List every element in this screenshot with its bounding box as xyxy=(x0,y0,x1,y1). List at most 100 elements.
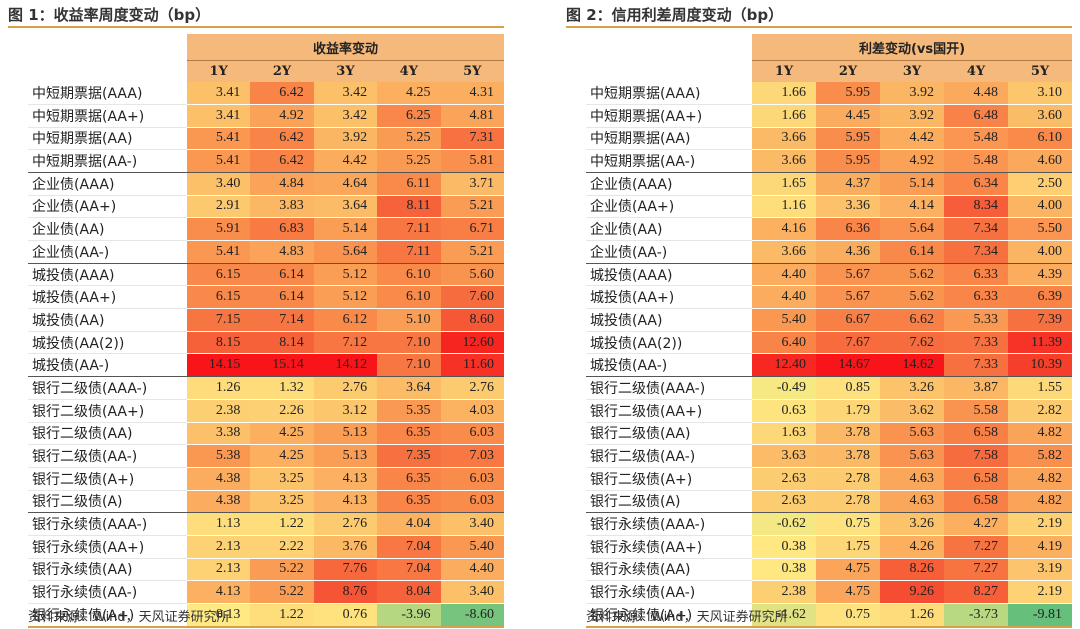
value-cell: 3.66 xyxy=(752,149,816,173)
value-cell: 6.10 xyxy=(1008,127,1072,151)
value-cell: 5.41 xyxy=(186,149,251,173)
figure-2-panel: 图 2：信用利差周度变动（bp） 利差变动(vs国开) 1Y 2Y 3Y 4Y … xyxy=(566,0,1072,629)
value-cell: 5.41 xyxy=(186,240,251,264)
row-label: 银行永续债(AA) xyxy=(28,558,187,582)
value-cell: 2.76 xyxy=(313,376,378,400)
figure-2-title: 图 2：信用利差周度变动（bp） xyxy=(566,2,1072,28)
row-label: 银行二级债(A) xyxy=(28,490,187,514)
table-row: 银行永续债(AA+) 2.13 2.22 3.76 7.04 5.40 xyxy=(28,535,504,559)
table-row: 银行永续债(AAA-) -0.62 0.75 3.26 4.27 2.19 xyxy=(586,512,1072,536)
value-cell: 5.22 xyxy=(250,558,314,582)
value-cell: 3.66 xyxy=(752,127,816,151)
value-cell: 3.25 xyxy=(250,467,314,491)
value-cell: 7.10 xyxy=(377,353,441,378)
value-cell: 4.42 xyxy=(880,127,944,151)
row-label: 城投债(AA+) xyxy=(28,285,187,310)
table-row: 银行永续债(AA-) 2.38 4.75 9.26 8.27 2.19 xyxy=(586,580,1072,604)
value-cell: 2.26 xyxy=(250,399,314,423)
value-cell: 5.95 xyxy=(816,82,880,105)
value-cell: 4.75 xyxy=(816,558,880,582)
row-label: 银行永续债(AA) xyxy=(586,558,752,582)
value-cell: 5.95 xyxy=(816,149,880,173)
value-cell: 5.63 xyxy=(880,444,944,468)
value-cell: 6.35 xyxy=(377,422,441,446)
value-cell: 5.13 xyxy=(313,422,378,446)
table-row: 银行永续债(A+) 0.13 1.22 0.76 -3.96 -8.60 xyxy=(28,603,504,628)
table-row: 企业债(AAA) 3.40 4.84 4.64 6.11 3.71 xyxy=(28,172,504,196)
value-cell: 7.11 xyxy=(377,240,441,264)
value-cell: 12.60 xyxy=(440,331,504,355)
column-header: 1Y xyxy=(752,60,816,83)
value-cell: 5.48 xyxy=(944,149,1008,173)
value-cell: -8.60 xyxy=(440,603,504,628)
value-cell: 4.82 xyxy=(1008,490,1072,514)
value-cell: 3.60 xyxy=(1008,104,1072,128)
value-cell: 4.63 xyxy=(880,467,944,491)
value-cell: 6.42 xyxy=(250,127,314,151)
row-label: 城投债(AA) xyxy=(28,308,187,332)
value-cell: 1.66 xyxy=(752,104,816,128)
value-cell: 12.40 xyxy=(752,353,816,378)
value-cell: 6.03 xyxy=(440,422,504,446)
value-cell: 0.75 xyxy=(816,512,880,536)
row-label: 中短期票据(AA+) xyxy=(28,104,187,128)
value-cell: 3.64 xyxy=(313,195,378,219)
value-cell: 8.34 xyxy=(944,195,1008,219)
table-row: 银行二级债(AAA-) -0.49 0.85 3.26 3.87 1.55 xyxy=(586,376,1072,400)
table-row: 中短期票据(AA+) 3.41 4.92 3.42 6.25 4.81 xyxy=(28,104,504,128)
row-label: 城投债(AA(2)) xyxy=(28,331,187,355)
table-row: 企业债(AA-) 3.66 4.36 6.14 7.34 4.00 xyxy=(586,240,1072,264)
value-cell: 3.41 xyxy=(186,104,251,128)
value-cell: 2.63 xyxy=(752,467,816,491)
value-cell: 3.92 xyxy=(313,127,378,151)
value-cell: 3.40 xyxy=(440,580,504,604)
value-cell: 6.48 xyxy=(944,104,1008,128)
value-cell: 4.92 xyxy=(250,104,314,128)
row-label: 中短期票据(AA) xyxy=(28,127,187,151)
row-label: 银行二级债(AA+) xyxy=(586,399,752,423)
table-row: 城投债(AAA) 4.40 5.67 5.62 6.33 4.39 xyxy=(586,263,1072,287)
value-cell: 4.83 xyxy=(250,240,314,264)
value-cell: 6.71 xyxy=(440,217,504,241)
value-cell: 5.62 xyxy=(880,285,944,310)
value-cell: 1.13 xyxy=(186,512,251,536)
value-cell: 8.76 xyxy=(313,580,378,604)
value-cell: 7.04 xyxy=(377,558,441,582)
table-row: 城投债(AAA) 6.15 6.14 5.12 6.10 5.60 xyxy=(28,263,504,287)
value-cell: 4.13 xyxy=(313,467,378,491)
value-cell: 7.11 xyxy=(377,217,441,241)
value-cell: 0.13 xyxy=(186,603,251,628)
value-cell: 5.64 xyxy=(313,240,378,264)
table-row: 银行二级债(AA) 3.38 4.25 5.13 6.35 6.03 xyxy=(28,422,504,446)
value-cell: 3.71 xyxy=(440,172,504,196)
value-cell: 2.50 xyxy=(1008,172,1072,196)
value-cell: 2.19 xyxy=(1008,512,1072,536)
value-cell: 11.39 xyxy=(1008,331,1072,355)
value-cell: 8.60 xyxy=(440,308,504,332)
row-label: 企业债(AAA) xyxy=(28,172,187,196)
value-cell: 2.38 xyxy=(186,399,251,423)
value-cell: 2.63 xyxy=(752,490,816,514)
table-row: 中短期票据(AA+) 1.66 4.45 3.92 6.48 3.60 xyxy=(586,104,1072,128)
row-label: 中短期票据(AA-) xyxy=(28,149,187,173)
value-cell: 1.26 xyxy=(880,603,944,628)
value-cell: 6.14 xyxy=(880,240,944,264)
value-cell: 7.04 xyxy=(377,535,441,559)
row-label: 城投债(AA) xyxy=(586,308,752,332)
table-row: 银行永续债(AAA-) 1.13 1.22 2.76 4.04 3.40 xyxy=(28,512,504,536)
value-cell: 3.41 xyxy=(186,82,251,105)
value-cell: 11.60 xyxy=(440,353,504,378)
value-cell: 1.32 xyxy=(250,376,314,400)
header-blank xyxy=(28,60,187,83)
value-cell: 0.38 xyxy=(752,558,816,582)
value-cell: 3.64 xyxy=(377,376,441,400)
value-cell: 6.14 xyxy=(250,263,314,287)
column-header: 5Y xyxy=(440,60,504,83)
table-row: 企业债(AA) 4.16 6.36 5.64 7.34 5.50 xyxy=(586,217,1072,241)
row-label: 企业债(AAA) xyxy=(586,172,752,196)
value-cell: 6.10 xyxy=(377,285,441,310)
value-cell: 3.25 xyxy=(250,490,314,514)
value-cell: 4.40 xyxy=(752,263,816,287)
value-cell: 4.60 xyxy=(1008,149,1072,173)
table-row: 银行永续债(A+) -1.62 0.75 1.26 -3.73 -9.81 xyxy=(586,603,1072,628)
